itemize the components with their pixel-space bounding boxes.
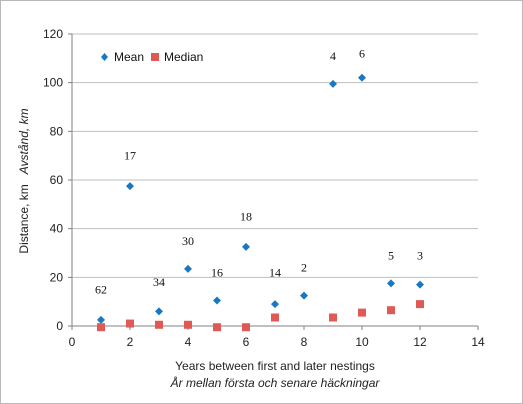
data-count-label: 4 [330,49,336,63]
legend-marker-median [151,53,159,61]
y-tick-label: 0 [56,319,63,333]
median-point [329,313,337,322]
median-point [271,313,279,322]
data-count-label: 2 [301,261,307,275]
gridlines [72,33,478,278]
median-point [126,319,134,328]
median-point [416,300,424,309]
x-axis-title: Years between first and later nestings [175,359,375,373]
mean-point [329,79,337,88]
median-point [242,323,250,332]
x-tick-label: 10 [355,335,369,349]
median-point [358,308,366,317]
x-axis-title-secondary: År mellan första och senare häckningar [170,375,381,390]
legend-label-median: Median [164,50,203,64]
data-count-label: 18 [240,210,252,224]
legend: Mean Median [101,50,203,64]
data-count-label: 5 [388,248,394,262]
data-labels: 62 17 34 30 16 18 14 2 4 6 5 3 [95,46,423,296]
mean-point [416,280,424,289]
tick-labels: 0 20 40 60 80 100 120 0 2 4 6 8 10 12 14 [43,27,485,349]
mean-point [97,315,105,324]
data-count-label: 3 [417,248,423,262]
data-count-label: 30 [182,234,194,248]
median-point [97,323,105,332]
data-count-label: 14 [269,265,281,279]
legend-label-mean: Mean [114,50,144,64]
y-axis-title-secondary: Avstånd, km [17,108,31,175]
mean-point [213,296,221,305]
data-count-label: 62 [95,283,107,297]
data-count-label: 16 [211,265,223,279]
mean-point [271,300,279,309]
data-points [97,73,424,332]
y-tick-label: 40 [50,222,64,236]
x-tick-label: 2 [127,335,134,349]
mean-point [358,73,366,82]
y-tick-label: 100 [43,76,63,90]
axes [68,33,479,330]
x-tick-label: 8 [301,335,308,349]
legend-marker-mean [101,53,108,61]
y-tick-label: 80 [50,124,64,138]
x-tick-label: 6 [243,335,250,349]
median-point [387,306,395,315]
data-count-label: 34 [153,275,165,289]
mean-point [300,291,308,300]
data-count-label: 6 [359,46,365,60]
mean-point [126,182,134,191]
median-point [155,320,163,329]
x-tick-label: 12 [413,335,427,349]
median-point [184,320,192,329]
x-tick-label: 4 [185,335,192,349]
y-tick-label: 120 [43,27,63,41]
mean-point [155,307,163,316]
x-tick-label: 0 [69,335,76,349]
y-axis-title-primary: Distance, km [17,184,31,253]
data-count-label: 17 [124,149,136,163]
y-tick-label: 20 [50,270,64,284]
y-axis-title: Distance, km Avstånd, km [15,108,32,253]
median-point [213,323,221,332]
mean-point [242,242,250,251]
x-tick-label: 14 [471,335,485,349]
y-tick-label: 60 [50,173,64,187]
mean-point [184,264,192,273]
mean-point [387,279,395,288]
